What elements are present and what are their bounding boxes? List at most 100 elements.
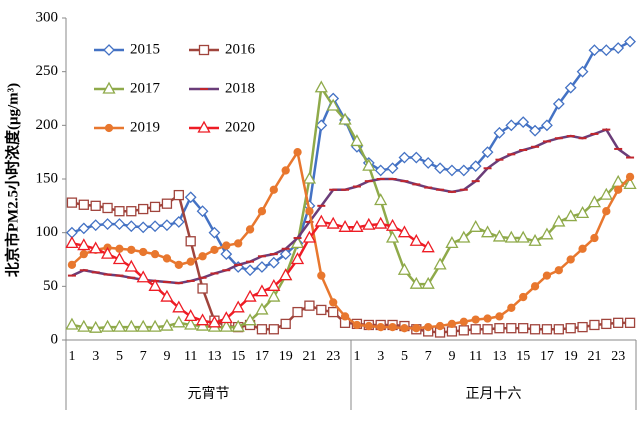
marker [338, 219, 352, 232]
marker [447, 319, 457, 329]
marker [350, 134, 364, 147]
marker [469, 160, 482, 173]
marker [67, 260, 77, 270]
marker [340, 312, 350, 321]
marker [77, 238, 91, 251]
marker [495, 312, 504, 321]
marker [292, 306, 303, 318]
marker [329, 298, 338, 307]
marker [433, 257, 447, 270]
marker [160, 289, 174, 302]
marker [398, 151, 411, 164]
marker [613, 317, 624, 328]
marker [315, 119, 328, 132]
marker [458, 325, 469, 336]
x-tick-label: 1 [68, 349, 75, 364]
marker [149, 201, 161, 213]
marker [374, 216, 388, 229]
marker [279, 268, 293, 281]
x-tick-label: 13 [492, 349, 506, 364]
marker [623, 177, 637, 190]
legend-label: 2015 [130, 41, 160, 57]
marker [589, 319, 600, 331]
marker [519, 292, 528, 302]
marker [552, 97, 565, 110]
marker [89, 219, 102, 232]
marker [459, 317, 468, 326]
marker [136, 319, 150, 332]
marker [185, 236, 196, 247]
marker [316, 304, 327, 316]
marker [198, 44, 210, 56]
marker [518, 323, 529, 334]
marker [160, 318, 174, 331]
marker [115, 244, 124, 253]
marker [112, 319, 127, 332]
marker [149, 220, 161, 233]
marker [102, 81, 116, 94]
marker [385, 218, 400, 231]
marker [528, 233, 542, 246]
marker [173, 189, 184, 201]
y-tick-label: 250 [36, 63, 59, 79]
marker [279, 248, 292, 261]
marker [196, 205, 209, 218]
marker [103, 44, 115, 56]
x-tick-label: 13 [207, 349, 221, 364]
marker [422, 156, 435, 169]
marker [220, 248, 233, 261]
marker [65, 317, 79, 330]
marker [162, 254, 172, 263]
marker [397, 262, 412, 275]
marker [90, 200, 101, 211]
marker [566, 255, 575, 264]
x-tick-label: 23 [611, 349, 625, 364]
marker [148, 278, 162, 291]
marker [400, 324, 409, 333]
marker [625, 172, 635, 182]
marker [317, 271, 326, 280]
marker [161, 219, 173, 232]
marker [552, 214, 566, 227]
marker [198, 252, 207, 261]
marker [89, 320, 103, 333]
marker [480, 225, 495, 238]
marker [222, 241, 231, 250]
marker [280, 318, 291, 330]
marker [219, 311, 233, 324]
marker [564, 81, 577, 94]
marker [328, 306, 339, 318]
marker [100, 319, 115, 332]
marker [89, 241, 103, 254]
marker [136, 270, 150, 283]
marker [540, 227, 554, 240]
marker [186, 257, 195, 266]
marker [494, 323, 505, 334]
y-tick-label: 50 [43, 278, 58, 294]
marker [457, 230, 471, 243]
marker [231, 300, 245, 313]
marker [281, 166, 290, 175]
x-tick-label: 7 [425, 349, 432, 364]
marker [482, 324, 493, 335]
marker [314, 214, 328, 227]
marker [104, 123, 114, 133]
legend-label: 2017 [130, 80, 161, 96]
x-tick-label: 19 [279, 349, 293, 364]
marker [268, 324, 279, 335]
marker [601, 318, 612, 330]
marker [77, 222, 90, 235]
marker [612, 42, 625, 54]
marker [326, 216, 340, 229]
marker [65, 236, 79, 249]
marker [388, 322, 397, 332]
marker [587, 195, 602, 208]
marker [138, 203, 149, 215]
marker [624, 317, 636, 328]
marker [79, 249, 88, 259]
marker [256, 261, 268, 273]
marker [125, 220, 138, 233]
marker [148, 319, 162, 332]
marker [457, 164, 470, 177]
marker [529, 324, 541, 335]
